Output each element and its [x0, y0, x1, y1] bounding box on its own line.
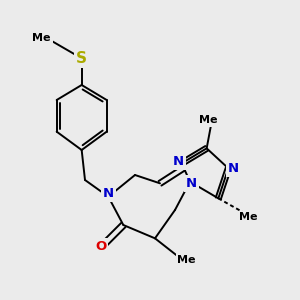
Text: N: N	[173, 155, 184, 168]
Text: Me: Me	[32, 33, 51, 43]
Text: Me: Me	[177, 255, 196, 265]
Text: Me: Me	[239, 212, 258, 222]
Text: Me: Me	[199, 115, 218, 125]
Text: N: N	[228, 162, 239, 175]
Text: N: N	[186, 177, 197, 190]
Text: O: O	[95, 240, 106, 253]
Text: N: N	[103, 187, 114, 200]
Text: S: S	[76, 51, 87, 66]
